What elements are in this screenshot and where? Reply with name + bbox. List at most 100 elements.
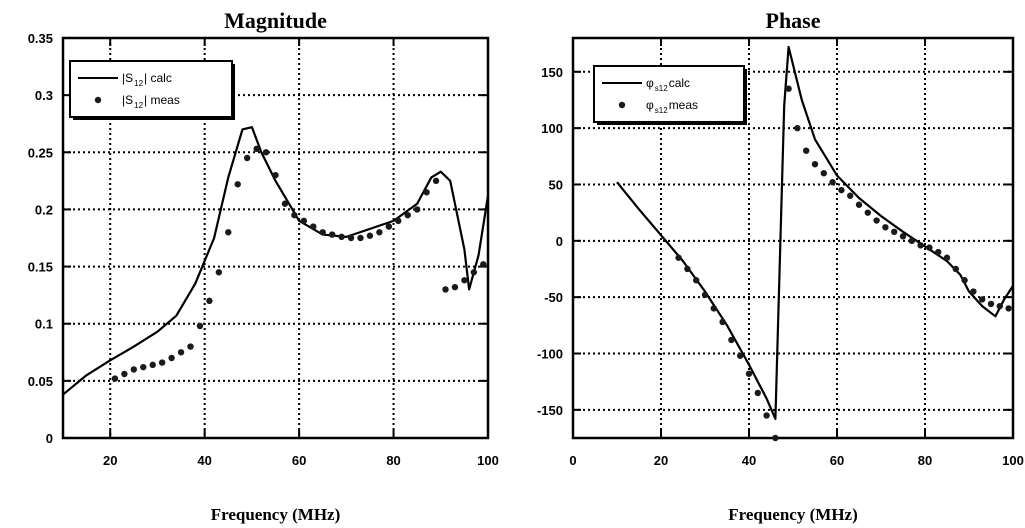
data-point: [811, 160, 819, 168]
data-point: [385, 223, 393, 230]
data-point: [262, 149, 270, 156]
data-point: [300, 217, 308, 225]
magnitude-panel: 20 40 60 80 100 0 0.05 0.1 0.15 0.2 0.25 0.3 0.35 Mag…: [28, 8, 499, 524]
data-point: [319, 229, 326, 236]
data-point: [917, 242, 924, 249]
series-line: [616, 45, 1014, 420]
legend-box: [593, 65, 745, 123]
y-tick-label: 0.1: [35, 317, 53, 332]
data-point: [737, 352, 744, 359]
legend-label-suffix: calc: [669, 76, 690, 90]
legend-dot-swatch: [618, 101, 626, 109]
data-point: [395, 217, 402, 225]
plot-frame: [61, 36, 490, 440]
y-tick-label: 0: [46, 431, 53, 446]
y-tick-label: 50: [549, 177, 563, 192]
data-point: [291, 211, 298, 219]
data-point: [873, 217, 880, 224]
data-point: [943, 254, 951, 261]
y-tick-label: 0.2: [35, 202, 53, 217]
legend-label-suffix: | calc: [144, 71, 172, 85]
data-point: [719, 318, 726, 326]
x-tick-label: 80: [918, 453, 932, 468]
phase-panel: 0 20 40 60 80 100 -150 -100 -50 0 50 100 150 Phase Fre…: [537, 8, 1024, 524]
data-point: [225, 229, 232, 236]
data-point: [891, 228, 898, 236]
data-point: [281, 200, 289, 207]
x-tick-label: 80: [386, 453, 400, 468]
data-point: [366, 232, 374, 239]
data-point: [149, 361, 156, 369]
data-point: [961, 277, 968, 284]
data-point: [404, 211, 411, 219]
data-point: [357, 234, 364, 242]
legend-label-subscript: s12: [655, 106, 668, 115]
data-point: [253, 145, 260, 153]
y-tick-label: 0.35: [28, 31, 53, 46]
legend-box: [69, 60, 233, 118]
data-point: [996, 302, 1003, 310]
data-point: [710, 305, 717, 312]
legend-label-subscript: 12: [134, 101, 143, 110]
data-point: [829, 179, 836, 186]
x-tick-label: 20: [103, 453, 117, 468]
x-tick-label: 100: [1002, 453, 1024, 468]
x-axis-label: Frequency (MHz): [211, 505, 341, 524]
y-tick-label: 0.25: [28, 145, 53, 160]
legend-label-prefix: |S: [122, 93, 133, 107]
data-point: [675, 254, 682, 261]
data-point: [864, 209, 871, 216]
data-point: [130, 366, 138, 373]
data-point: [413, 206, 421, 213]
data-point: [803, 147, 810, 154]
y-tick-label: 0.15: [28, 260, 53, 275]
legend-label-prefix: |S: [122, 71, 133, 85]
data-point: [785, 85, 792, 92]
data-point: [772, 434, 779, 442]
data-point: [451, 283, 459, 291]
data-point: [763, 412, 770, 419]
y-tick-label: -100: [537, 346, 563, 361]
data-point: [701, 291, 709, 299]
data-point: [140, 363, 147, 371]
x-tick-label: 0: [569, 453, 576, 468]
legend-dot-swatch: [94, 96, 102, 104]
data-point: [243, 154, 251, 162]
data-point: [187, 343, 194, 350]
data-point: [728, 336, 735, 344]
legend-label-suffix: meas: [669, 98, 698, 112]
series-line: [62, 126, 490, 396]
data-point: [1005, 305, 1012, 312]
data-point: [745, 370, 753, 377]
plot-frame: [571, 36, 1015, 440]
data-point: [272, 171, 279, 179]
y-tick-label: 150: [541, 65, 563, 80]
data-point: [952, 265, 959, 273]
data-point: [855, 201, 863, 208]
data-point: [970, 288, 977, 295]
x-tick-label: 40: [742, 453, 756, 468]
legend-label-prefix: φ: [646, 76, 654, 90]
data-point: [754, 389, 761, 397]
data-point: [206, 297, 213, 305]
data-point: [177, 349, 185, 356]
data-point: [168, 354, 175, 362]
data-point: [899, 233, 907, 240]
legend-label-prefix: φ: [646, 98, 654, 112]
data-point: [442, 286, 449, 293]
data-point: [847, 192, 854, 199]
data-point: [111, 375, 119, 382]
y-tick-label: -150: [537, 403, 563, 418]
data-point: [926, 244, 933, 251]
x-axis-label: Frequency (MHz): [728, 505, 858, 524]
y-tick-label: 0.05: [28, 374, 53, 389]
data-point: [935, 248, 942, 256]
data-point: [215, 269, 223, 276]
legend: |S 12 | calc|S 12 | meas: [69, 60, 235, 120]
data-point: [432, 177, 440, 185]
x-tick-label: 100: [477, 453, 499, 468]
x-tick-label: 60: [292, 453, 306, 468]
data-point: [684, 265, 691, 273]
